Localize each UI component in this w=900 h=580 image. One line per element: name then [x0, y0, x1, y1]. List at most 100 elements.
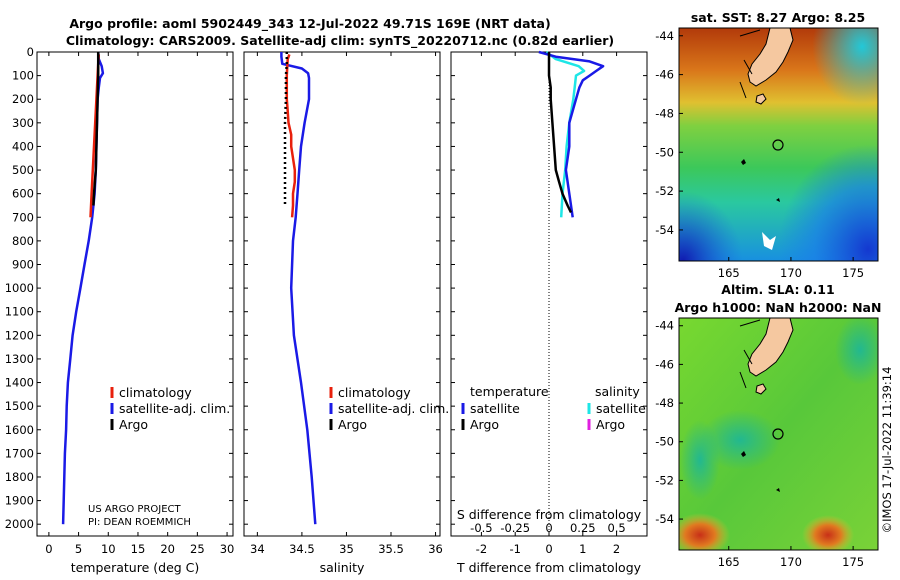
difference-xlabel: T difference from climatology — [456, 560, 642, 575]
x-tick-label: 10 — [101, 542, 116, 556]
s-diff-satellite-line — [545, 50, 586, 218]
sla-map-frame — [678, 317, 879, 551]
argo-location-marker — [772, 428, 784, 440]
main-title-line2: Climatology: CARS2009. Satellite-adj cli… — [66, 33, 614, 49]
difference-top-label: S difference from climatology — [457, 507, 642, 522]
land-south-island — [747, 318, 794, 377]
difference-legend: temperature salinity satellite Argo sate… — [461, 384, 646, 432]
sal-satellite-line — [280, 52, 317, 525]
legend-label-argo: Argo — [338, 417, 367, 432]
x-tick-label: 20 — [160, 542, 175, 556]
legend-label-argo: Argo — [119, 417, 148, 432]
project-credit: US ARGO PROJECT — [88, 504, 182, 515]
x-tick-label: 30 — [220, 542, 235, 556]
campbell-island — [776, 488, 780, 492]
s-diff-tick-label: 0.25 — [570, 521, 596, 535]
legend-label-satellite: satellite-adj. clim. — [119, 401, 230, 416]
imos-timestamp: ©IMOS 17-Jul-2022 11:39:14 — [880, 367, 894, 534]
sla-map-image — [679, 318, 878, 550]
legend-label-t-argo: Argo — [470, 417, 499, 432]
y-tick-label: 1200 — [5, 328, 34, 342]
x-tick-label: 2 — [613, 542, 620, 556]
bathymetry-contour — [739, 29, 761, 99]
y-tick-label: 1600 — [5, 423, 34, 437]
x-tick-label: 34 — [250, 542, 265, 556]
sst-map-frame — [678, 27, 879, 262]
lat-tick-label: -50 — [655, 435, 674, 449]
legend-label-satellite: satellite-adj. clim. — [338, 401, 449, 416]
x-tick-label: 35 — [339, 542, 354, 556]
x-tick-label: 35.5 — [378, 542, 404, 556]
y-tick-label: 1100 — [5, 305, 34, 319]
land-stewart-island — [755, 93, 767, 105]
y-tick-label: 1800 — [5, 470, 34, 484]
lon-tick-label: 170 — [780, 266, 802, 280]
auckland-islands — [741, 159, 746, 165]
t-diff-satellite-line — [538, 50, 605, 218]
y-tick-label: 1300 — [5, 352, 34, 366]
lat-tick-label: -44 — [655, 29, 674, 43]
legend-head-temperature: temperature — [470, 384, 549, 399]
y-tick-label: 1000 — [5, 281, 34, 295]
x-tick-label: 1 — [579, 542, 586, 556]
y-tick-label: 1400 — [5, 376, 34, 390]
temp-satellite-line — [61, 51, 105, 525]
legend-label-s-satellite: satellite — [596, 401, 646, 416]
temperature-xlabel: temperature (deg C) — [71, 560, 200, 575]
argo-location-marker — [772, 139, 784, 151]
legend-head-salinity: salinity — [595, 384, 640, 399]
x-tick-label: 25 — [190, 542, 205, 556]
temperature-panel — [36, 51, 234, 537]
bathymetry-contour — [739, 319, 761, 389]
legend-label-climatology: climatology — [119, 385, 192, 400]
y-tick-label: 1900 — [5, 494, 34, 508]
x-tick-label: 0 — [545, 542, 552, 556]
sla-map-subtitle: Argo h1000: NaN h2000: NaN — [675, 300, 882, 315]
sla-low-northeast — [835, 318, 878, 385]
y-tick-label: 1700 — [5, 446, 34, 460]
lon-tick-label: 165 — [718, 555, 740, 569]
lat-tick-label: -54 — [655, 512, 674, 526]
salinity-xlabel: salinity — [320, 560, 365, 575]
sla-high-southeast — [802, 515, 854, 550]
lat-tick-label: -46 — [655, 68, 674, 82]
legend-label-s-argo: Argo — [596, 417, 625, 432]
profile-series — [61, 50, 605, 525]
sst-map-ticks: -44 -46 -48 -50 -52 -54 165 170 175 — [655, 29, 864, 280]
lat-tick-label: -54 — [655, 223, 674, 237]
lat-tick-label: -50 — [655, 145, 674, 159]
y-tick-label: 700 — [12, 210, 34, 224]
x-tick-label: 34.5 — [289, 542, 315, 556]
lat-tick-label: -48 — [655, 396, 674, 410]
y-tick-label: 800 — [12, 234, 34, 248]
lon-tick-label: 165 — [718, 266, 740, 280]
sla-map-ticks: -44 -46 -48 -50 -52 -54 165 170 175 — [655, 319, 864, 569]
land-south-island — [747, 28, 794, 87]
sla-low-center — [700, 410, 780, 470]
y-tick-label: 100 — [12, 69, 34, 83]
land-stewart-island — [755, 383, 767, 395]
y-tick-label: 900 — [12, 257, 34, 271]
s-diff-tick-label: 0.5 — [607, 521, 625, 535]
y-tick-label: 2000 — [5, 517, 34, 531]
sal-argo-line — [283, 52, 289, 206]
sst-map-image — [679, 28, 878, 261]
temperature-legend: climatology satellite-adj. clim. Argo — [110, 385, 230, 432]
y-tick-label: 1500 — [5, 399, 34, 413]
lon-tick-label: 175 — [842, 266, 864, 280]
x-tick-label: 0 — [45, 542, 52, 556]
x-tick-label: 5 — [75, 542, 82, 556]
lon-tick-label: 175 — [842, 555, 864, 569]
y-tick-label: 0 — [27, 45, 34, 59]
y-tick-label: 500 — [12, 163, 34, 177]
s-diff-tick-label: 0 — [545, 521, 552, 535]
sst-map-title: sat. SST: 8.27 Argo: 8.25 — [691, 10, 865, 25]
auckland-islands — [741, 451, 746, 457]
lon-tick-label: 170 — [780, 555, 802, 569]
sla-map-title: Altim. SLA: 0.11 — [721, 282, 834, 297]
sla-low-west — [680, 420, 720, 500]
x-tick-label: -2 — [476, 542, 487, 556]
temperature-axis-ticks: 0100200300400500600700800900100011001200… — [5, 45, 235, 556]
salinity-panel — [243, 51, 441, 537]
lat-tick-label: -52 — [655, 473, 674, 487]
